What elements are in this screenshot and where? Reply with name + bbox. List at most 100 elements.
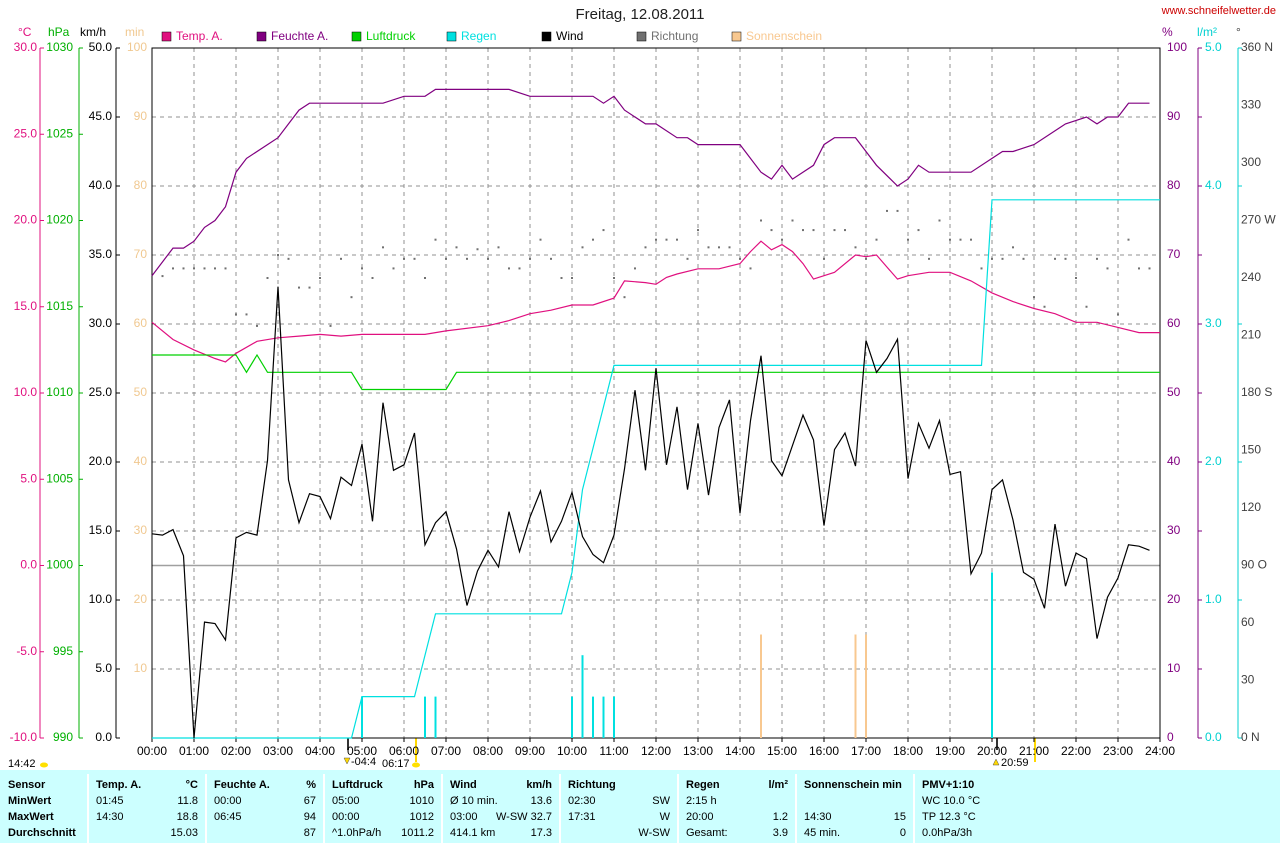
y-tick-label: 180 S bbox=[1241, 385, 1272, 399]
axis-unit: min bbox=[125, 25, 144, 39]
table-cell: 20:00 bbox=[686, 811, 714, 823]
x-tick-label: 20:00 bbox=[977, 744, 1007, 758]
direction-dot bbox=[203, 267, 206, 270]
y-tick-label: 1.0 bbox=[1205, 592, 1222, 606]
x-tick-label: 06:00 bbox=[389, 744, 419, 758]
y-tick-label: 4.0 bbox=[1205, 178, 1222, 192]
direction-dot bbox=[413, 257, 416, 260]
direction-dot bbox=[655, 238, 657, 241]
chart-title: Freitag, 12.08.2011 bbox=[576, 6, 705, 23]
y-tick-label: -5.0 bbox=[16, 644, 37, 658]
direction-dot bbox=[287, 257, 290, 260]
x-tick-label: 01:00 bbox=[179, 744, 209, 758]
y-tick-label: 1000 bbox=[46, 558, 73, 572]
table-cell: 1012 bbox=[410, 811, 434, 823]
y-tick-label: 1010 bbox=[46, 385, 73, 399]
table-cell: WC 10.0 °C bbox=[922, 795, 980, 807]
table-cell: 05:00 bbox=[332, 795, 360, 807]
direction-dot bbox=[749, 267, 752, 270]
direction-dot bbox=[959, 238, 962, 241]
y-tick-label: 90 O bbox=[1241, 558, 1267, 572]
y-tick-label: 10.0 bbox=[14, 385, 38, 399]
sun-time: -04:4 bbox=[351, 756, 376, 768]
y-tick-label: 25.0 bbox=[89, 385, 113, 399]
table-cell: 0.0hPa/3h bbox=[922, 827, 972, 839]
y-tick-label: 90 bbox=[134, 109, 148, 123]
y-tick-label: 995 bbox=[53, 644, 73, 658]
series-line bbox=[151, 240, 1160, 363]
legend-label: Luftdruck bbox=[366, 29, 416, 43]
table-cell: W-SW bbox=[638, 827, 670, 839]
table-cell: 1.2 bbox=[773, 811, 788, 823]
direction-dot bbox=[760, 219, 762, 222]
y-tick-label: 120 bbox=[1241, 500, 1261, 514]
series-line bbox=[152, 199, 1160, 739]
direction-dot bbox=[970, 238, 972, 241]
y-tick-label: 40 bbox=[1167, 454, 1181, 468]
sun-marker bbox=[992, 758, 1000, 766]
direction-dot bbox=[1148, 267, 1151, 270]
direction-dot bbox=[886, 209, 888, 212]
direction-dot bbox=[1001, 257, 1004, 260]
y-tick-label: 0.0 bbox=[20, 558, 37, 572]
direction-dot bbox=[1138, 267, 1140, 270]
y-tick-label: 90 bbox=[1167, 109, 1181, 123]
direction-dot bbox=[497, 246, 500, 249]
x-tick-label: 10:00 bbox=[557, 744, 587, 758]
table-cell: Ø 10 min. bbox=[450, 795, 498, 807]
table-background bbox=[0, 770, 1280, 843]
table-cell: Regen bbox=[686, 779, 720, 791]
table-cell: 15.03 bbox=[170, 827, 198, 839]
y-tick-label: 0.0 bbox=[1205, 730, 1222, 744]
direction-dot bbox=[823, 257, 825, 260]
table-cell: 94 bbox=[304, 811, 316, 823]
direction-dot bbox=[1075, 277, 1077, 279]
table-cell: SW bbox=[652, 795, 670, 807]
direction-dot bbox=[476, 248, 479, 251]
table-cell: hPa bbox=[414, 779, 435, 791]
legend-label: Richtung bbox=[651, 29, 698, 43]
direction-dot bbox=[644, 246, 647, 249]
x-tick-label: 08:00 bbox=[473, 744, 503, 758]
y-tick-label: -10.0 bbox=[10, 730, 38, 744]
table-cell: ^1.0hPa/h bbox=[332, 827, 381, 839]
direction-dot bbox=[854, 246, 857, 249]
direction-dot bbox=[833, 229, 836, 232]
y-tick-label: 80 bbox=[134, 178, 148, 192]
direction-dot bbox=[518, 267, 521, 270]
table-cell: 1011.2 bbox=[401, 827, 434, 839]
direction-dot bbox=[382, 246, 384, 249]
table-cell: Luftdruck bbox=[332, 779, 384, 791]
x-tick-label: 15:00 bbox=[767, 744, 797, 758]
y-tick-label: 360 N bbox=[1241, 40, 1273, 54]
y-tick-label: 70 bbox=[134, 247, 148, 261]
table-cell: 01:45 bbox=[96, 795, 124, 807]
direction-dot bbox=[697, 229, 699, 232]
direction-dot bbox=[550, 257, 552, 260]
table-cell: 00:00 bbox=[214, 795, 242, 807]
direction-dot bbox=[256, 324, 258, 327]
y-tick-label: 0 N bbox=[1241, 730, 1260, 744]
direction-dot bbox=[917, 229, 920, 232]
table-cell: km/h bbox=[526, 779, 552, 791]
y-tick-label: 0 bbox=[1167, 730, 1174, 744]
site-link: www.schneifelwetter.de bbox=[1161, 5, 1276, 17]
y-tick-label: 150 bbox=[1241, 443, 1261, 457]
x-tick-label: 19:00 bbox=[935, 744, 965, 758]
direction-dot bbox=[938, 219, 941, 222]
x-tick-label: 24:00 bbox=[1145, 744, 1175, 758]
legend-label: Regen bbox=[461, 29, 496, 43]
table-cell: 02:30 bbox=[568, 795, 596, 807]
sun-time: 06:17 bbox=[382, 758, 410, 770]
y-tick-label: 5.0 bbox=[20, 471, 37, 485]
direction-dot bbox=[949, 238, 951, 241]
series-line bbox=[151, 286, 1150, 739]
direction-dot bbox=[634, 267, 636, 270]
table-cell: 1010 bbox=[410, 795, 434, 807]
table-cell: Sonnenschein min bbox=[804, 779, 902, 791]
direction-dot bbox=[560, 277, 563, 279]
y-tick-label: 60 bbox=[1167, 316, 1181, 330]
table-cell: PMV+1:10 bbox=[922, 779, 974, 791]
direction-dot bbox=[1096, 257, 1098, 260]
